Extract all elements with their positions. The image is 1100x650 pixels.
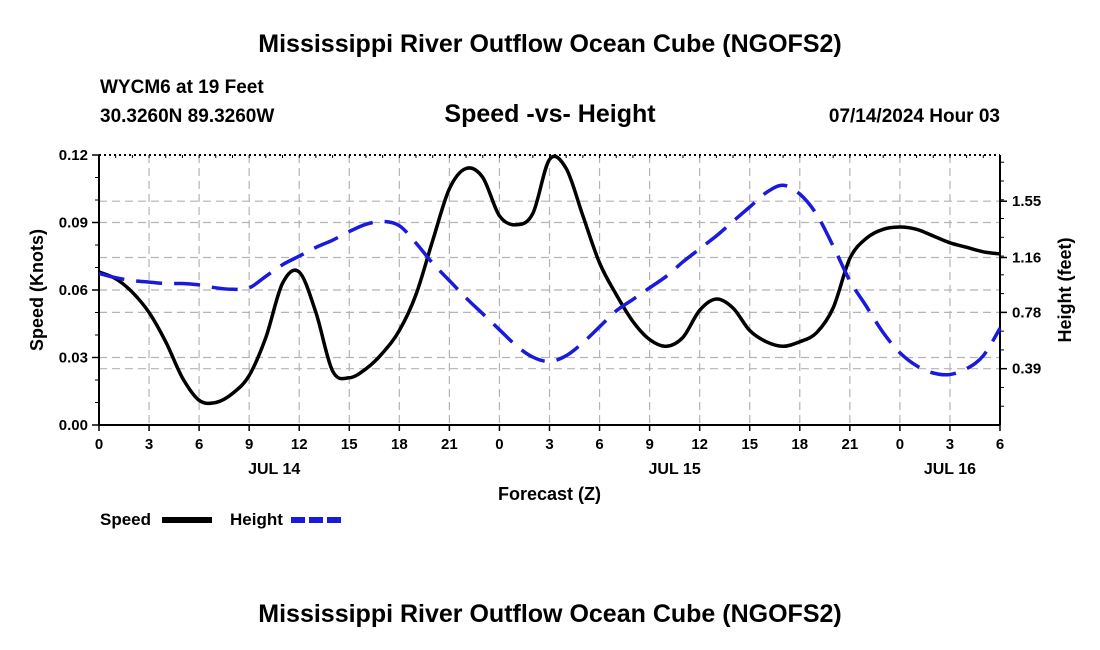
axes [92, 154, 1007, 431]
y-left-tick-label: 0.12 [59, 147, 88, 164]
x-tick-label: 12 [691, 436, 708, 453]
x-tick-label: 6 [595, 436, 603, 453]
y-right-tick-label: 0.78 [1012, 304, 1041, 321]
legend-speed-swatch [162, 517, 212, 523]
grid [99, 155, 1000, 425]
y-right-tick-label: 0.39 [1012, 361, 1041, 378]
x-tick-label: 0 [495, 436, 503, 453]
chart-title: Mississippi River Outflow Ocean Cube (NG… [258, 30, 842, 58]
axis-labels: 0 3 6 9 12 15 18 21 0 3 6 9 12 15 18 21 0 3 6 0.00 0.03 0.06 0… [27, 147, 1075, 504]
x-tick-label: 0 [896, 436, 904, 453]
y-left-tick-label: 0.06 [59, 282, 88, 299]
x-tick-label: 9 [245, 436, 253, 453]
date-label: JUL 14 [248, 461, 300, 478]
date-label: JUL 16 [924, 461, 976, 478]
legend-height-label: Height [230, 510, 283, 529]
y-left-axis-title: Speed (Knots) [27, 229, 47, 351]
chart-title-repeat: Mississippi River Outflow Ocean Cube (NG… [258, 600, 842, 628]
x-tick-label: 21 [441, 436, 458, 453]
x-tick-label: 3 [946, 436, 954, 453]
forecast-datetime: 07/14/2024 Hour 03 [828, 106, 1000, 127]
x-tick-label: 18 [391, 436, 408, 453]
series-speed-line [98, 154, 1001, 406]
x-axis-title: Forecast (Z) [498, 484, 601, 504]
x-tick-label: 21 [841, 436, 858, 453]
chart-subtitle: Speed -vs- Height [444, 100, 656, 128]
y-left-tick-label: 0.09 [59, 215, 88, 232]
x-tick-label: 9 [645, 436, 653, 453]
x-tick-label: 15 [341, 436, 358, 453]
x-tick-label: 0 [95, 436, 103, 453]
x-tick-label: 6 [195, 436, 203, 453]
x-tick-label: 18 [791, 436, 808, 453]
series [98, 154, 1002, 406]
y-left-tick-label: 0.00 [59, 417, 88, 434]
x-tick-label: 3 [145, 436, 153, 453]
x-tick-label: 3 [545, 436, 553, 453]
date-label: JUL 15 [649, 461, 701, 478]
y-right-tick-label: 1.16 [1012, 250, 1041, 267]
y-right-tick-label: 1.55 [1012, 193, 1041, 210]
legend-speed-label: Speed [100, 510, 152, 529]
station-label: WYCM6 at 19 Feet [100, 77, 264, 98]
x-tick-label: 12 [291, 436, 308, 453]
y-right-axis-title: Height (feet) [1055, 238, 1075, 343]
x-tick-label: 6 [996, 436, 1004, 453]
x-tick-label: 15 [741, 436, 758, 453]
coordinates-label: 30.3260N 89.3260W [100, 106, 275, 127]
y-left-tick-label: 0.03 [59, 350, 88, 367]
legend-height-swatch [291, 517, 341, 523]
